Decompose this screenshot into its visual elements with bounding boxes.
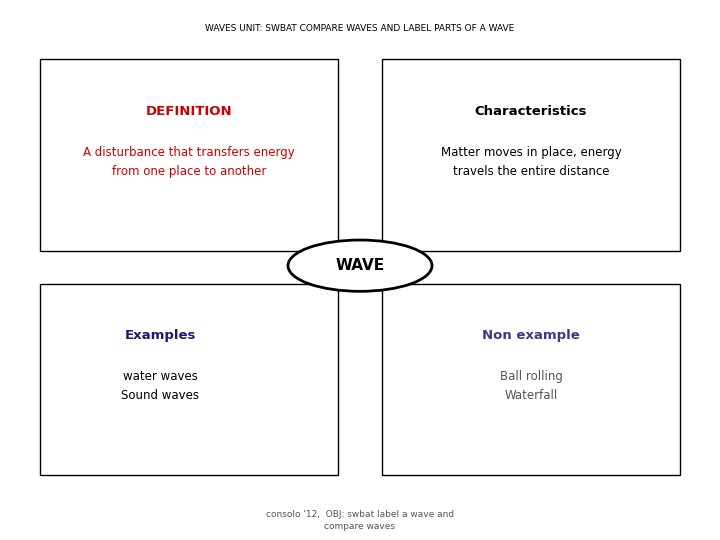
FancyBboxPatch shape <box>382 284 680 475</box>
Text: WAVES UNIT: SWBAT COMPARE WAVES AND LABEL PARTS OF A WAVE: WAVES UNIT: SWBAT COMPARE WAVES AND LABE… <box>205 24 515 33</box>
Text: WAVE: WAVE <box>336 258 384 273</box>
Text: Non example: Non example <box>482 329 580 342</box>
Text: Examples: Examples <box>125 329 196 342</box>
Text: Matter moves in place, energy
travels the entire distance: Matter moves in place, energy travels th… <box>441 146 621 178</box>
FancyBboxPatch shape <box>40 284 338 475</box>
Text: Ball rolling
Waterfall: Ball rolling Waterfall <box>500 370 562 402</box>
FancyBboxPatch shape <box>382 59 680 251</box>
Text: water waves
Sound waves: water waves Sound waves <box>121 370 199 402</box>
Text: consolo '12,  OBJ: swbat label a wave and
compare waves: consolo '12, OBJ: swbat label a wave and… <box>266 510 454 531</box>
Ellipse shape <box>288 240 432 292</box>
FancyBboxPatch shape <box>40 59 338 251</box>
Text: DEFINITION: DEFINITION <box>145 105 233 118</box>
Text: A disturbance that transfers energy
from one place to another: A disturbance that transfers energy from… <box>83 146 295 178</box>
Text: Characteristics: Characteristics <box>474 105 588 118</box>
